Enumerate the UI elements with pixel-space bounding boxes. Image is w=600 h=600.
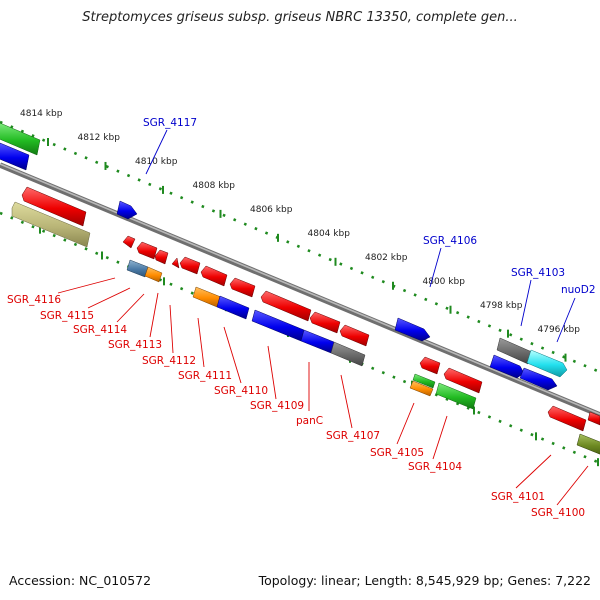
gene-feature-sgr4104[interactable]	[435, 382, 477, 410]
gene-feature-blue-upper[interactable]	[0, 142, 30, 171]
leader-line-sgr4100	[556, 465, 589, 506]
genome-stats-label: Topology: linear; Length: 8,545,929 bp; …	[258, 573, 591, 588]
scale-label: 4810 kbp	[135, 157, 178, 167]
leader-line-sgr4107	[340, 374, 353, 429]
gene-feature-sgr4117[interactable]	[116, 200, 138, 220]
gene-feature-sgr4110[interactable]	[200, 265, 228, 287]
gene-feature-blue-right-b[interactable]	[519, 367, 558, 391]
scale-label: 4814 kbp	[20, 109, 63, 119]
gene-feature-blue-right-a[interactable]	[489, 354, 525, 379]
gene-label-nuod2[interactable]: nuoD2	[561, 284, 596, 296]
gene-feature-sgr4111[interactable]	[179, 256, 201, 275]
leader-line-sgr4110	[223, 326, 242, 384]
gene-feature-steel[interactable]	[126, 259, 149, 278]
gene-feature-orange-mid[interactable]	[192, 286, 222, 308]
scale-label: 4808 kbp	[193, 181, 236, 191]
gene-label-panc[interactable]: panC	[296, 415, 323, 427]
scale-label: 4812 kbp	[78, 133, 121, 143]
leader-line-sgr4117	[145, 129, 168, 175]
leader-line-sgr4106	[429, 247, 442, 288]
gene-feature-green-small[interactable]	[412, 373, 436, 389]
gene-label-sgr4101[interactable]: SGR_4101	[491, 491, 545, 503]
gene-feature-blue-mid-a[interactable]	[216, 295, 250, 320]
gene-label-sgr4115[interactable]: SGR_4115	[40, 310, 94, 322]
scale-label: 4796 kbp	[538, 325, 581, 335]
genome-backbone-highlight	[0, 163, 600, 415]
gene-feature-khaki[interactable]	[11, 201, 91, 248]
leader-line-sgr4114	[116, 293, 145, 323]
leader-line-sgr4101	[515, 454, 552, 489]
gene-feature-sgr4113[interactable]	[154, 249, 169, 265]
leader-line-sgr4113	[149, 292, 159, 338]
scale-label: 4802 kbp	[365, 253, 408, 263]
scale-label: 4804 kbp	[308, 229, 351, 239]
gene-label-sgr4104[interactable]: SGR_4104	[408, 461, 462, 473]
gene-label-sgr4103[interactable]: SGR_4103	[511, 267, 565, 279]
gene-feature-sgr4109[interactable]	[260, 290, 312, 322]
leader-line-nuod2	[556, 297, 576, 343]
gene-feature-sgr4100[interactable]	[576, 433, 600, 455]
leader-line-sgr4116	[57, 277, 116, 294]
gene-label-group: SGR_4117 SGR_4106 SGR_4103 nuoD2 SGR_411…	[7, 117, 596, 519]
leader-line-sgr4104	[432, 415, 448, 460]
gene-feature-panc[interactable]	[309, 311, 341, 334]
leader-line-sgr4105	[396, 402, 415, 445]
gene-feature-red-mid[interactable]	[229, 277, 256, 298]
map-title: Streptomyces griseus subsp. griseus NBRC…	[82, 10, 518, 25]
gene-feature-sgr4115[interactable]	[122, 235, 136, 249]
label-leader-lines	[57, 129, 589, 506]
gene-label-sgr4109[interactable]: SGR_4109	[250, 400, 304, 412]
gene-label-sgr4100[interactable]: SGR_4100	[531, 507, 585, 519]
coordinate-scale-lower	[0, 211, 600, 465]
gene-label-sgr4113[interactable]: SGR_4113	[108, 339, 162, 351]
gene-label-sgr4111[interactable]: SGR_4111	[178, 370, 232, 382]
gene-label-sgr4116[interactable]: SGR_4116	[7, 294, 61, 306]
gene-feature-sgr4107[interactable]	[339, 324, 370, 347]
gene-label-sgr4105[interactable]: SGR_4105	[370, 447, 424, 459]
gene-label-sgr4110[interactable]: SGR_4110	[214, 385, 268, 397]
gene-feature-sgr4112[interactable]	[171, 257, 180, 269]
scale-label: 4806 kbp	[250, 205, 293, 215]
gene-feature-green-upper[interactable]	[0, 122, 41, 156]
gene-feature-orange-small[interactable]	[409, 380, 434, 397]
gene-label-sgr4112[interactable]: SGR_4112	[142, 355, 196, 367]
accession-label: Accession: NC_010572	[9, 573, 152, 588]
gene-feature-gray-right[interactable]	[496, 337, 533, 365]
leader-line-sgr4115	[87, 287, 131, 309]
gene-feature-sgr4101[interactable]	[547, 405, 587, 432]
gene-feature-sgr4116[interactable]	[21, 186, 87, 227]
gene-features	[0, 122, 600, 455]
coordinate-scale-upper	[0, 120, 600, 374]
leader-line-sgr4112	[169, 304, 174, 354]
leader-line-sgr4109	[267, 345, 277, 400]
gene-label-sgr4106[interactable]: SGR_4106	[423, 235, 477, 247]
gene-feature-orange-left[interactable]	[144, 266, 163, 283]
scale-label: 4798 kbp	[480, 301, 523, 311]
gene-feature-sgr4114[interactable]	[136, 241, 158, 260]
genome-backbone	[0, 162, 600, 418]
gene-feature-red-right[interactable]	[443, 367, 483, 394]
gene-label-sgr4107[interactable]: SGR_4107	[326, 430, 380, 442]
gene-feature-blue-mid-c[interactable]	[300, 329, 335, 354]
scale-label: 4800 kbp	[423, 277, 466, 287]
gene-feature-sgr4103[interactable]	[526, 349, 568, 378]
gene-feature-gray-mid[interactable]	[330, 341, 366, 367]
gene-label-sgr4114[interactable]: SGR_4114	[73, 324, 127, 336]
leader-line-sgr4111	[197, 317, 205, 368]
gene-label-sgr4117[interactable]: SGR_4117	[143, 117, 197, 129]
gene-feature-sgr4106[interactable]	[394, 317, 431, 342]
leader-line-sgr4103	[520, 279, 532, 327]
gene-feature-sgr4105[interactable]	[419, 356, 441, 375]
gene-feature-red-edge[interactable]	[587, 411, 600, 426]
scale-label-group: 4814 kbp 4812 kbp 4810 kbp 4808 kbp 4806 kbp…	[20, 109, 580, 335]
